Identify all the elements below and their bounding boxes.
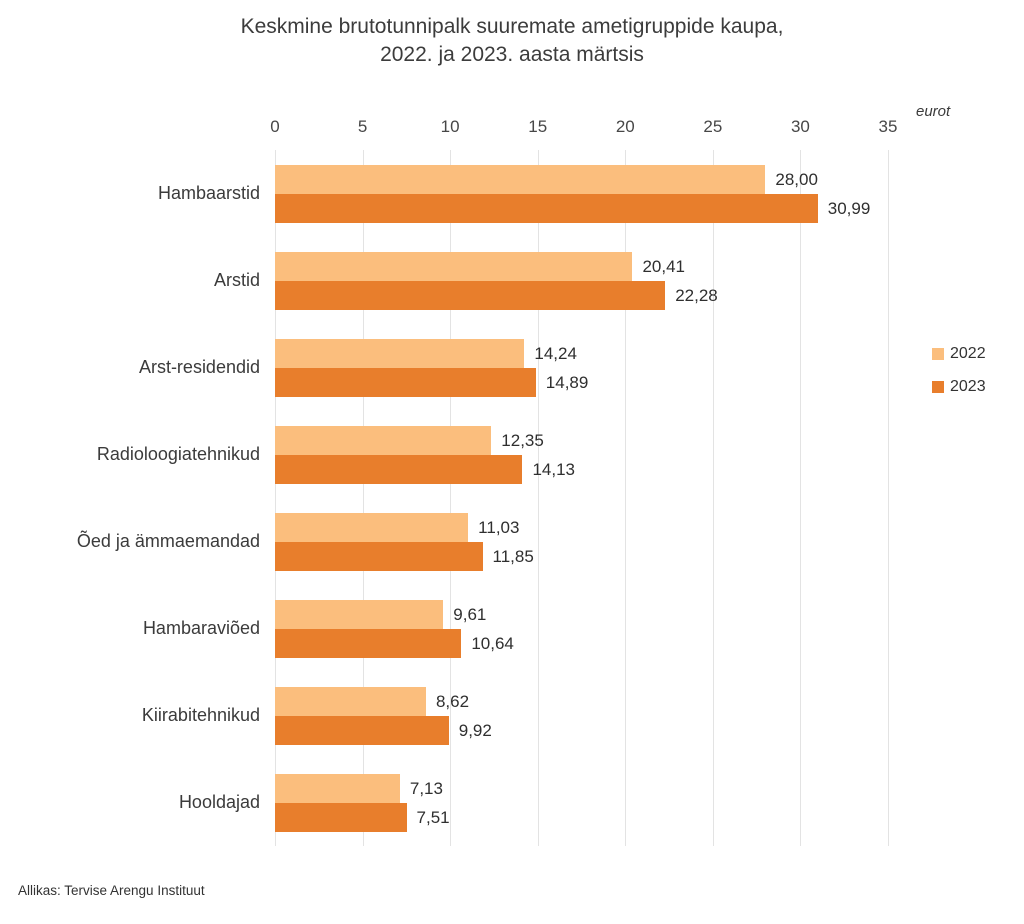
plot-area: 0 5 10 15 20 25 30 35 28,00 30,99 20,41 22,28 14,24 1…	[270, 117, 897, 846]
chart-title-line1: Keskmine brutotunnipalk suuremate ametig…	[240, 15, 784, 38]
legend-item: 2022	[932, 344, 986, 364]
bar-value-label: 14,89	[545, 372, 589, 392]
legend-item: 2023	[932, 377, 986, 397]
gridline	[450, 150, 452, 846]
gridline	[362, 150, 364, 846]
bar-2022	[275, 164, 766, 194]
bar-2022	[275, 251, 633, 281]
gridline	[625, 150, 627, 846]
bar-2023	[275, 454, 523, 484]
bar-2022	[275, 686, 426, 716]
x-axis-unit-label: eurot	[916, 103, 951, 120]
x-tick-label: 5	[357, 117, 368, 136]
gridline	[888, 150, 889, 846]
source-note: Allikas: Tervise Arengu Instituut	[18, 883, 205, 898]
bar-2023	[275, 802, 407, 832]
x-tick-label: 0	[270, 117, 280, 136]
bar-value-label: 28,00	[775, 169, 818, 189]
gridline	[537, 150, 539, 846]
bar-2023	[275, 280, 666, 310]
category-label: Hambaarstid	[157, 183, 260, 203]
category-label: Õed ja ämmaemandad	[76, 531, 260, 551]
category-label: Hambaraviõed	[142, 618, 260, 638]
x-tick-label: 20	[615, 117, 635, 136]
bar-2023	[275, 367, 536, 397]
bar-value-label: 9,92	[458, 720, 492, 740]
x-tick-label: 10	[440, 117, 460, 136]
bar-2023	[275, 193, 818, 223]
bar-value-label: 22,28	[675, 285, 718, 305]
bar-value-label: 7,13	[409, 778, 443, 798]
bar-value-label: 30,99	[827, 198, 871, 218]
legend-label: 2022	[950, 345, 986, 362]
category-label: Arstid	[213, 270, 260, 290]
legend-swatch	[932, 348, 944, 360]
bar-2023	[275, 541, 483, 571]
x-tick-label: 30	[790, 117, 810, 136]
chart-title: Keskmine brutotunnipalk suuremate ametig…	[0, 13, 1024, 69]
bar-value-label: 10,64	[471, 633, 514, 653]
category-label: Arst-residendid	[138, 357, 260, 377]
bar-value-label: 8,62	[435, 691, 470, 711]
bar-2023	[275, 628, 462, 658]
chart-title-line2: 2022. ja 2023. aasta märtsis	[380, 43, 644, 66]
category-label: Radioloogiatehnikud	[96, 444, 260, 464]
bar-2022	[275, 425, 492, 455]
bar-value-label: 20,41	[642, 256, 685, 276]
bar-value-label: 7,51	[416, 807, 450, 827]
bar-2022	[275, 773, 400, 803]
bar-2022	[275, 599, 444, 629]
category-label: Hooldajad	[178, 792, 260, 812]
legend-swatch	[932, 381, 944, 393]
gridline	[275, 150, 276, 846]
bar-2022	[275, 338, 525, 368]
category-label: Kiirabitehnikud	[141, 705, 260, 725]
bar-2022	[275, 512, 469, 542]
legend-label: 2023	[950, 378, 986, 395]
bar-value-label: 9,61	[453, 604, 487, 624]
gridline	[800, 150, 802, 846]
gridline	[712, 150, 714, 846]
bar-value-label: 14,13	[532, 459, 576, 479]
x-tick-label: 35	[878, 117, 898, 136]
bar-2023	[275, 715, 449, 745]
legend: 2022 2023	[932, 344, 986, 410]
bar-value-label: 11,03	[478, 517, 520, 537]
bar-value-label: 12,35	[501, 430, 544, 450]
bar-value-label: 14,24	[534, 343, 577, 363]
x-tick-label: 15	[528, 117, 548, 136]
x-tick-label: 25	[703, 117, 723, 136]
bar-value-label: 11,85	[492, 546, 534, 566]
